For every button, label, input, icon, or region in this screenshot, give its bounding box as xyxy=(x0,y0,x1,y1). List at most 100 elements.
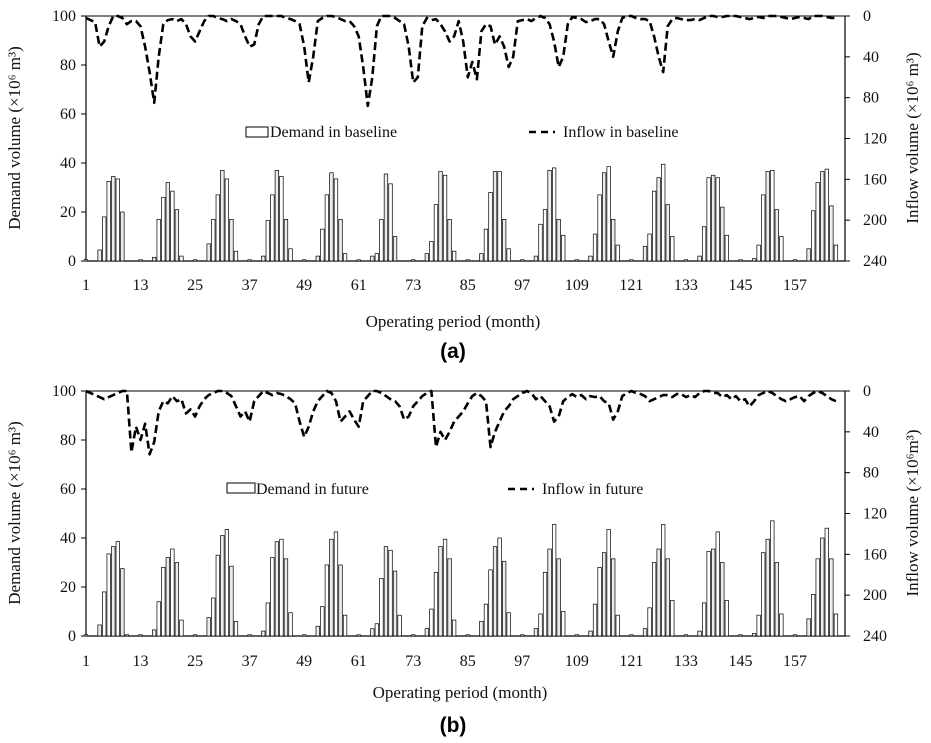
x-tick-label: 13 xyxy=(133,277,149,294)
demand-bar xyxy=(611,558,616,637)
x-tick-label: 49 xyxy=(296,277,312,294)
demand-bar xyxy=(765,538,770,637)
x-tick-label: 121 xyxy=(619,277,643,294)
demand-bar xyxy=(161,196,166,262)
demand-bar xyxy=(820,171,825,262)
demand-bar xyxy=(833,244,839,262)
demand-bar xyxy=(152,256,157,262)
demand-bar xyxy=(83,259,89,262)
demand-bar xyxy=(179,255,184,262)
x-tick-label: 85 xyxy=(460,277,476,294)
x-tick-label: 61 xyxy=(351,277,367,294)
demand-bar xyxy=(220,535,225,637)
demand-bar xyxy=(206,617,211,637)
panel-a: 0 20 40 60 80 100 0 40 80 120 160 200 240 1 13 25 37 49… xyxy=(5,8,922,363)
x-tick-label: 109 xyxy=(565,277,589,294)
demand-bar xyxy=(706,177,711,262)
demand-bar xyxy=(542,209,548,262)
demand-bar xyxy=(497,171,502,262)
demand-bar xyxy=(288,248,293,262)
demand-bar xyxy=(720,206,725,262)
demand-bar xyxy=(670,600,675,637)
demand-bar xyxy=(792,259,798,262)
demand-bar xyxy=(279,538,284,637)
demand-bar xyxy=(661,163,666,262)
left-tick-label: 0 xyxy=(68,253,76,270)
demand-bar xyxy=(97,624,102,637)
legend-label-demand: Demand in future xyxy=(256,481,369,498)
left-tick-label: 80 xyxy=(60,57,76,74)
demand-bar xyxy=(479,620,484,637)
demand-bar xyxy=(552,167,557,262)
demand-bar xyxy=(615,614,620,637)
right-tick-label: 240 xyxy=(863,253,887,270)
demand-bar xyxy=(597,194,602,262)
left-ticks: 0 20 40 60 80 100 xyxy=(52,383,86,645)
legend-label-inflow: Inflow in baseline xyxy=(563,124,679,141)
demand-bar xyxy=(229,565,234,637)
demand-bar xyxy=(629,259,634,262)
x-tick-label: 157 xyxy=(783,653,807,670)
right-tick-label: 80 xyxy=(863,90,879,107)
demand-bar xyxy=(324,564,330,637)
demand-bar xyxy=(701,226,707,262)
right-tick-label: 160 xyxy=(863,546,887,563)
demand-bar xyxy=(492,171,498,262)
demand-bar xyxy=(224,529,230,637)
x-tick-label: 37 xyxy=(242,653,258,670)
demand-bar xyxy=(138,259,143,262)
right-ticks: 0 40 80 120 160 200 240 xyxy=(845,8,887,270)
x-tick-label: 25 xyxy=(187,653,203,670)
demand-bar xyxy=(588,255,593,262)
demand-bar xyxy=(488,569,493,637)
demand-bar xyxy=(379,578,384,637)
demand-bar xyxy=(447,219,452,262)
right-tick-label: 40 xyxy=(863,424,879,441)
demand-bar xyxy=(697,255,702,262)
demand-bar xyxy=(492,546,498,637)
right-tick-label: 0 xyxy=(863,8,871,25)
y-axis-left-title: Demand volume (×10⁶ m³) xyxy=(5,46,24,230)
demand-bar xyxy=(211,597,216,637)
left-tick-label: 60 xyxy=(60,481,76,498)
demand-bar xyxy=(556,558,561,637)
left-tick-label: 40 xyxy=(60,530,76,547)
demand-bar xyxy=(233,250,239,262)
demand-bar xyxy=(324,194,330,262)
demand-bar xyxy=(815,182,820,262)
demand-bar xyxy=(642,628,648,637)
demand-bar xyxy=(111,546,116,637)
right-tick-label: 200 xyxy=(863,212,887,229)
demand-bar xyxy=(724,234,729,262)
demand-bar xyxy=(124,634,130,637)
demand-bar xyxy=(815,558,820,637)
right-ticks: 0 40 80 120 160 200 240 xyxy=(845,383,887,645)
demand-bar xyxy=(761,194,766,262)
demand-bar xyxy=(452,250,457,262)
demand-bar xyxy=(751,633,757,637)
demand-bar xyxy=(811,210,816,262)
demand-bar xyxy=(383,173,389,262)
demand-bar xyxy=(106,181,111,262)
demand-bar xyxy=(751,258,757,262)
demand-bar xyxy=(247,634,252,637)
demand-bar xyxy=(706,551,711,637)
right-tick-label: 200 xyxy=(863,587,887,604)
demand-bar xyxy=(547,548,552,637)
demand-bar xyxy=(452,619,457,637)
demand-bar xyxy=(647,607,652,637)
demand-bar xyxy=(665,558,670,637)
x-tick-label: 73 xyxy=(405,653,421,670)
demand-bar xyxy=(520,259,525,262)
demand-bar xyxy=(670,236,675,262)
y-axis-right-title: Inflow volume (×10⁶m³) xyxy=(903,430,922,597)
demand-bar xyxy=(442,538,448,637)
demand-bar xyxy=(724,600,729,637)
demand-bar xyxy=(115,178,120,262)
demand-bar xyxy=(333,178,339,262)
x-tick-label: 97 xyxy=(514,653,530,670)
x-tick-label: 157 xyxy=(783,277,807,294)
demand-bar xyxy=(120,568,125,637)
left-tick-label: 20 xyxy=(60,579,76,596)
demand-bar xyxy=(283,558,289,637)
